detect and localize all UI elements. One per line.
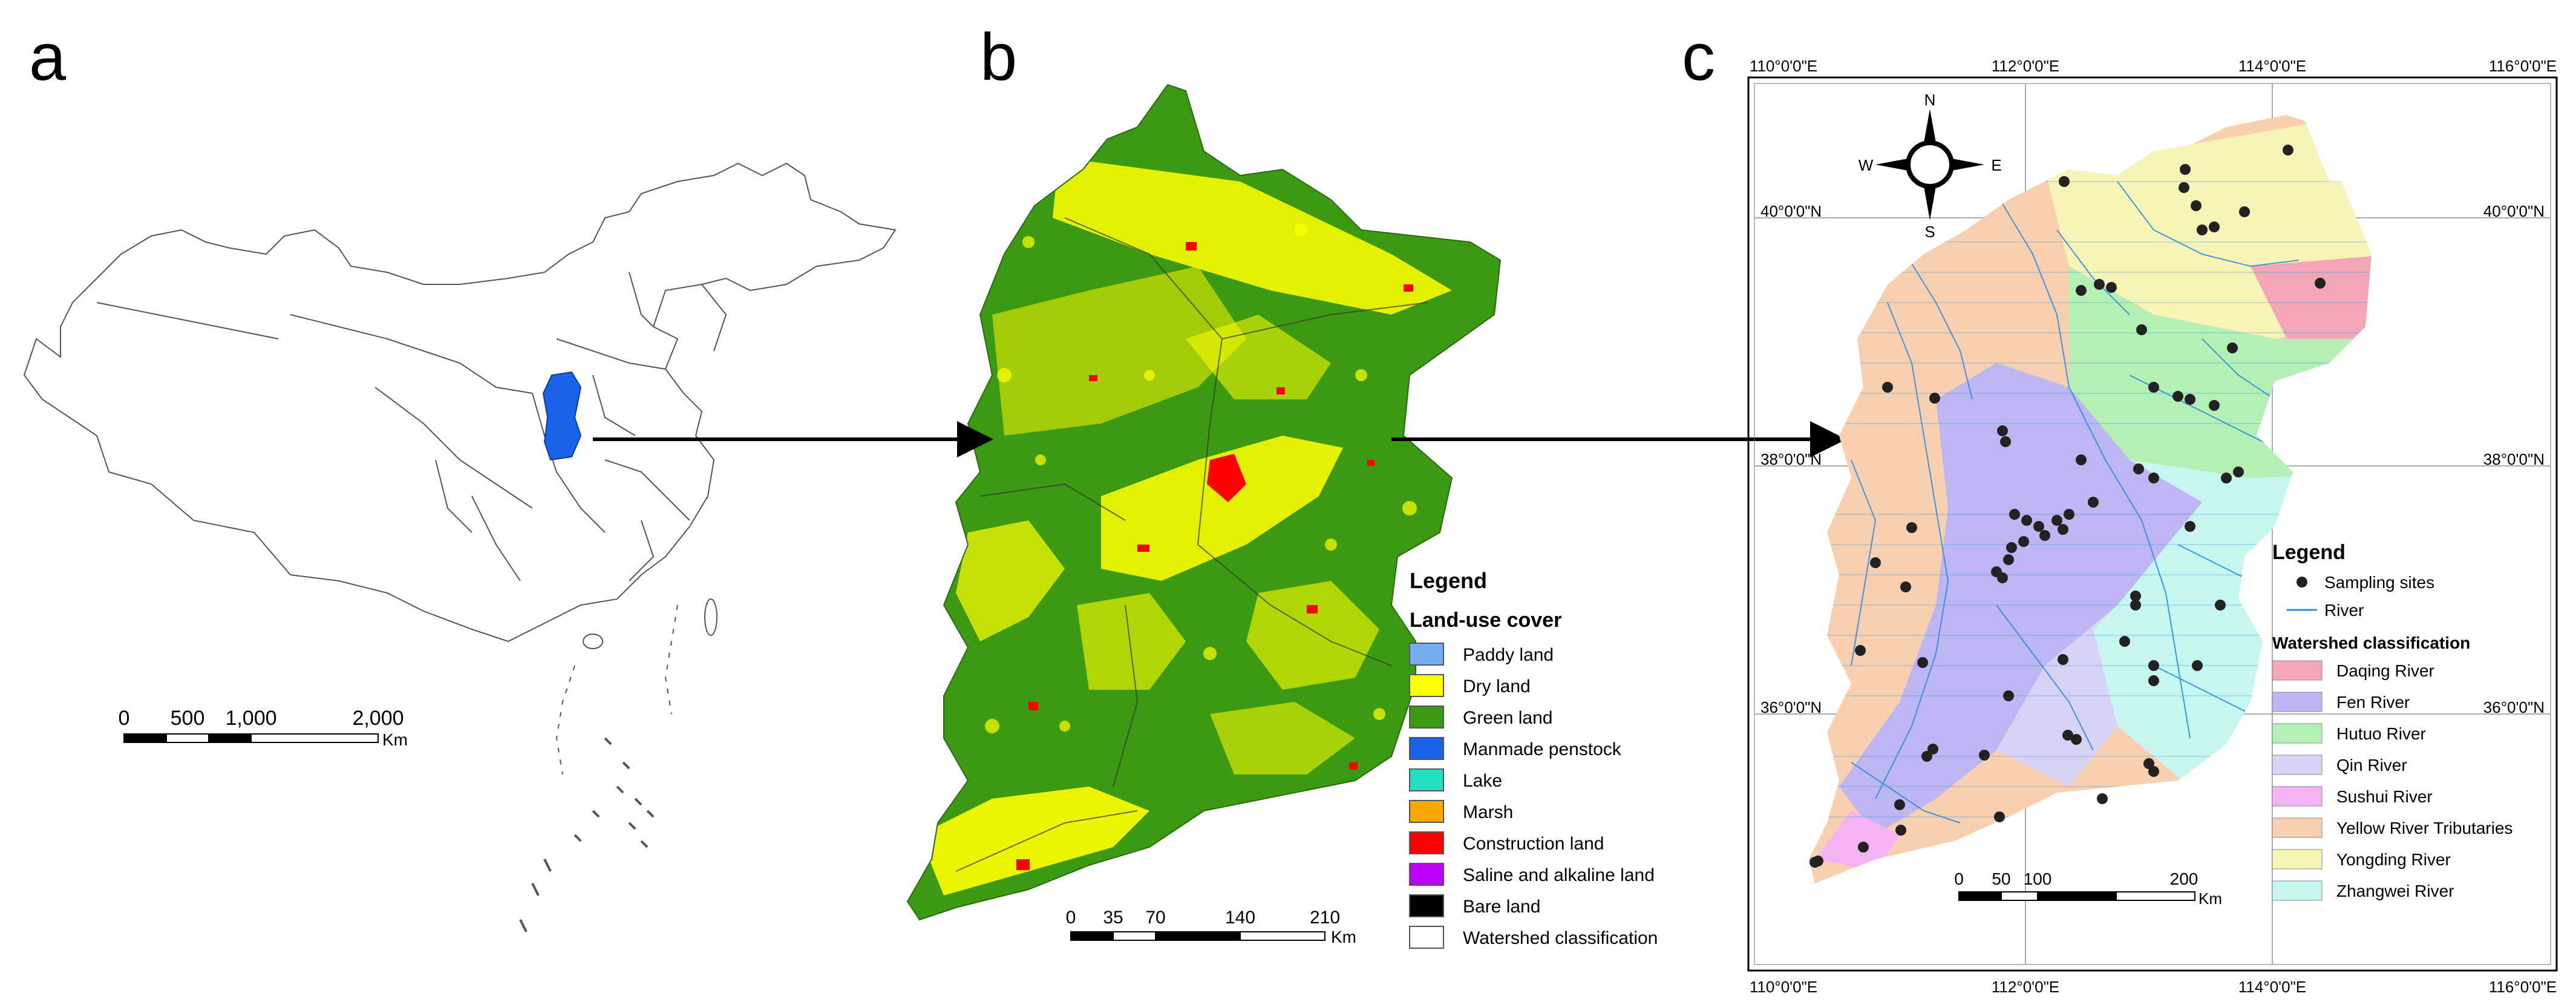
legend-c-watershed-title: Watershed classification [2272,634,2470,652]
legend-b-item-3: Manmade penstock [1463,739,1622,759]
scale-b-tick-1: 35 [1103,908,1123,928]
panel-b-legend-swatches [1409,643,1444,949]
lon-top-3: 116°0'0"E [2489,57,2557,75]
legend-b-item-1: Dry land [1463,676,1531,696]
legend-b-item-6: Construction land [1463,834,1604,854]
lon-bottom-1: 112°0'0"E [1992,978,2059,996]
scale-a-tick-0: 0 [119,707,130,730]
legend-b-item-2: Green land [1463,708,1552,728]
legend-c-item-1: Fen River [2336,693,2410,712]
legend-c-item-4: Sushui River [2336,787,2433,806]
panel-c-legend-symbols [2287,577,2317,611]
legend-c-item-3: Qin River [2336,756,2407,774]
compass-n: N [1924,91,1936,109]
legend-c-item-0: Daqing River [2336,661,2434,680]
compass-rose [1875,109,1984,220]
legend-c-item-5: Yellow River Tributaries [2336,819,2513,837]
scale-a-tick-1: 500 [171,707,205,730]
lon-top-0: 110°0'0"E [1750,57,1817,75]
scale-b-unit: Km [1331,928,1356,946]
legend-b-subtitle: Land-use cover [1410,609,1561,632]
legend-b-item-8: Bare land [1463,897,1540,917]
panel-c-scale-bar [1958,891,2195,901]
panel-b-letter: b [980,20,1018,94]
legend-b-title: Legend [1410,568,1487,593]
lat-left-0: 40°0'0"N [1760,202,1822,220]
lon-bottom-3: 116°0'0"E [2489,978,2557,996]
compass-e: E [1991,156,2001,174]
shanxi-outline-b [906,84,1502,921]
panel-a-letter: a [29,20,67,94]
scale-b-tick-0: 0 [1066,908,1076,928]
scale-c-tick-1: 50 [1992,869,2010,888]
legend-c-item-2: Hutuo River [2336,724,2426,743]
legend-c-item-7: Zhangwei River [2336,882,2454,900]
legend-c-title: Legend [2272,541,2346,564]
lat-right-1: 38°0'0"N [2483,450,2545,468]
china-outline [23,162,897,643]
lon-bottom-2: 114°0'0"E [2238,978,2306,996]
scale-a-tick-2: 1,000 [225,707,276,730]
legend-b-item-4: Lake [1463,771,1502,791]
panel-c-letter: c [1682,20,1715,94]
legend-b-item-5: Marsh [1463,802,1513,822]
scale-c-tick-3: 200 [2170,869,2198,888]
lat-left-1: 38°0'0"N [1760,450,1822,468]
lon-top-2: 114°0'0"E [2238,57,2306,75]
scale-a-unit: Km [382,730,408,749]
legend-b-item-0: Paddy land [1463,645,1554,665]
legend-c-sites: Sampling sites [2324,573,2434,592]
legend-b-item-9: Watershed classification [1463,928,1658,948]
lon-top-1: 112°0'0"E [1992,57,2059,75]
scale-b-tick-3: 140 [1225,908,1255,928]
compass-s: S [1924,223,1935,241]
scale-c-tick-2: 100 [2024,869,2052,888]
legend-c-item-6: Yongding River [2336,850,2451,869]
lon-bottom-0: 110°0'0"E [1750,978,1817,996]
lat-right-2: 36°0'0"N [2483,698,2545,716]
scale-b-tick-4: 210 [1310,908,1340,928]
panel-b-scale-bar [1070,931,1326,941]
scale-a-tick-3: 2,000 [352,707,404,730]
panel-a-scale-bar [123,733,379,743]
shanxi-highlight [542,371,582,461]
panel-c-frame [1747,76,2558,972]
legend-b-item-7: Saline and alkaline land [1463,865,1655,885]
compass-w: W [1858,156,1874,174]
panel-c-legend-swatches [2272,660,2323,901]
lat-left-2: 36°0'0"N [1760,698,1822,716]
scale-c-tick-0: 0 [1954,869,1964,888]
legend-c-river: River [2324,601,2364,620]
lat-right-0: 40°0'0"N [2483,202,2545,220]
panel-a-china-map [23,162,897,932]
scale-c-unit: Km [2198,889,2222,908]
scale-b-tick-2: 70 [1145,908,1165,928]
sampling-sites [1809,145,2326,868]
